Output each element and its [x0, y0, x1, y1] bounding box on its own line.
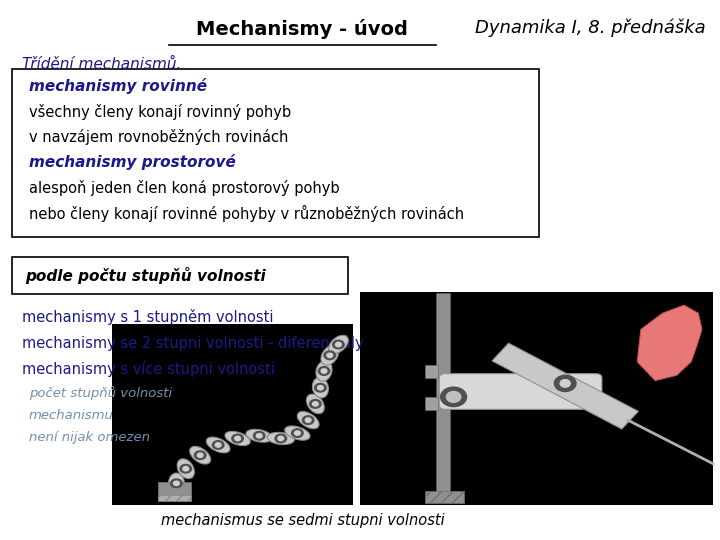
Circle shape [336, 342, 341, 347]
Circle shape [180, 464, 192, 473]
Bar [360, 292, 713, 505]
Text: mechanismy se 2 stupni volnosti - diferenciály: mechanismy se 2 stupni volnosti - difere… [22, 335, 363, 351]
Circle shape [174, 481, 179, 485]
Circle shape [197, 453, 203, 457]
Text: všechny členy konají rovinný pohyb: všechny členy konají rovinný pohyb [29, 104, 291, 120]
Ellipse shape [284, 426, 310, 440]
Text: alespoň jeden člen koná prostorový pohyb: alespoň jeden člen koná prostorový pohyb [29, 180, 339, 196]
Circle shape [446, 392, 461, 402]
Ellipse shape [316, 361, 332, 381]
Circle shape [171, 479, 182, 488]
Text: Mechanismy - úvod: Mechanismy - úvod [197, 19, 408, 39]
Circle shape [305, 418, 311, 422]
Text: mechanismu: mechanismu [29, 409, 114, 422]
Text: mechanismus se sedmi stupni volnosti: mechanismus se sedmi stupni volnosti [161, 513, 444, 528]
Ellipse shape [246, 429, 272, 442]
Circle shape [278, 436, 284, 441]
Circle shape [232, 434, 243, 443]
Text: podle počtu stupňů volnosti: podle počtu stupňů volnosti [25, 267, 266, 284]
Circle shape [312, 402, 318, 406]
Ellipse shape [321, 346, 338, 365]
Bar [425, 491, 464, 503]
Bar [158, 495, 191, 501]
Circle shape [194, 451, 206, 460]
Ellipse shape [207, 437, 230, 453]
Circle shape [321, 369, 327, 373]
FancyBboxPatch shape [12, 69, 539, 237]
Circle shape [560, 380, 570, 387]
Circle shape [256, 434, 262, 438]
Circle shape [554, 375, 576, 391]
Text: Třídění mechanismů.: Třídění mechanismů. [22, 57, 181, 72]
Circle shape [333, 340, 344, 349]
Circle shape [318, 386, 323, 390]
Circle shape [310, 400, 321, 408]
Circle shape [235, 436, 240, 441]
Circle shape [292, 429, 303, 437]
Ellipse shape [307, 394, 324, 414]
Text: mechanismy prostorové: mechanismy prostorové [29, 154, 235, 171]
Ellipse shape [225, 431, 251, 446]
FancyBboxPatch shape [439, 374, 602, 409]
Ellipse shape [312, 377, 328, 398]
Text: není nijak omezen: není nijak omezen [29, 431, 150, 444]
Circle shape [315, 383, 326, 392]
Circle shape [327, 353, 333, 357]
Circle shape [253, 431, 265, 440]
FancyBboxPatch shape [12, 257, 348, 294]
Text: nebo členy konají rovinné pohyby v různoběžných rovinách: nebo členy konají rovinné pohyby v různo… [29, 205, 464, 222]
Bar [425, 364, 438, 378]
Circle shape [441, 387, 467, 407]
Ellipse shape [189, 447, 211, 464]
Ellipse shape [267, 433, 294, 444]
Polygon shape [637, 305, 702, 381]
Text: mechanismy rovinné: mechanismy rovinné [29, 78, 207, 94]
Circle shape [215, 443, 221, 447]
Bar [112, 324, 353, 505]
Ellipse shape [297, 411, 319, 429]
Ellipse shape [177, 459, 194, 478]
Circle shape [275, 434, 287, 443]
Polygon shape [492, 343, 639, 429]
Text: Dynamika I, 8. přednáška: Dynamika I, 8. přednáška [475, 19, 706, 37]
Circle shape [302, 416, 314, 424]
Text: mechanismy s 1 stupněm volnosti: mechanismy s 1 stupněm volnosti [22, 309, 273, 325]
Text: v navzájem rovnoběžných rovinách: v navzájem rovnoběžných rovinách [29, 129, 288, 145]
Ellipse shape [168, 473, 184, 494]
Circle shape [212, 441, 224, 449]
Text: počet stupňů volnosti: počet stupňů volnosti [29, 386, 172, 400]
Circle shape [318, 367, 330, 375]
Bar [425, 397, 438, 410]
Bar [436, 293, 450, 501]
Bar [158, 482, 191, 497]
Text: mechanismy s více stupni volnosti: mechanismy s více stupni volnosti [22, 361, 274, 377]
Circle shape [324, 351, 336, 360]
Ellipse shape [328, 335, 348, 354]
Circle shape [294, 431, 300, 435]
Circle shape [183, 467, 189, 471]
